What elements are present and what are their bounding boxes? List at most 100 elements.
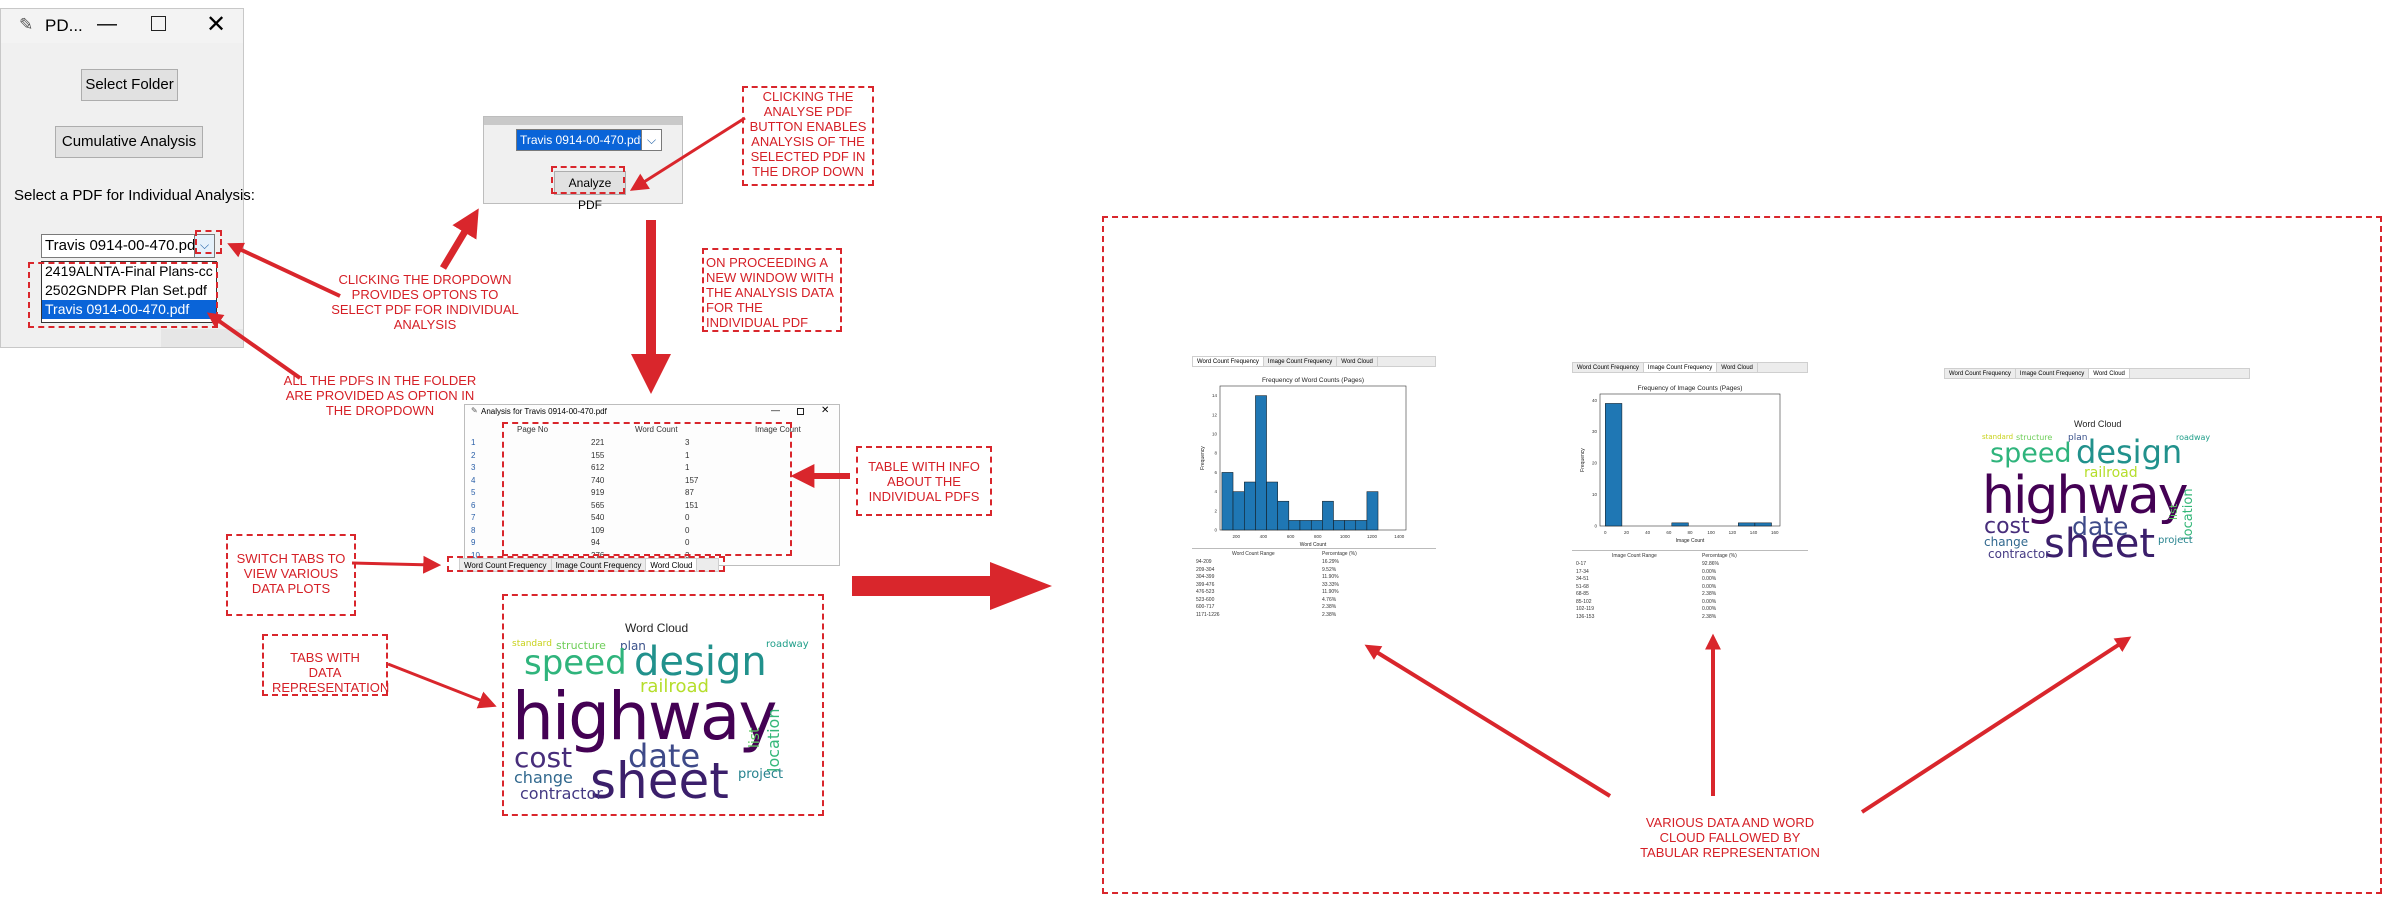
- tab-word-cloud[interactable]: Word Cloud: [1717, 363, 1758, 372]
- table-cell: 94: [591, 538, 600, 547]
- select-folder-button[interactable]: Select Folder: [81, 69, 178, 101]
- maximize-icon[interactable]: [151, 16, 166, 31]
- analysis-window: ✎ Analysis for Travis 0914-00-470.pdf — …: [464, 404, 840, 566]
- table-row: 34-51 0.00%: [1572, 576, 1808, 583]
- chevron-down-icon[interactable]: ⌵: [641, 130, 661, 150]
- table-row[interactable]: 7 540 0: [471, 513, 835, 524]
- table-cell: 2.38%: [1702, 613, 1717, 620]
- popup-pdf-combobox[interactable]: Travis 0914-00-470.pdf ⌵: [516, 129, 662, 151]
- select-pdf-label: Select a PDF for Individual Analysis:: [14, 187, 255, 204]
- table-cell: 16.29%: [1322, 559, 1339, 565]
- table-cell: 92.86%: [1702, 561, 1719, 567]
- tab-word-cloud[interactable]: Word Cloud: [2089, 369, 2130, 378]
- pdf-option-selected[interactable]: Travis 0914-00-470.pdf: [42, 300, 216, 319]
- word-standard: standard: [512, 639, 552, 649]
- y-tick-label: 8: [1214, 451, 1217, 456]
- table-row[interactable]: 8 109 0: [471, 526, 835, 537]
- pdf-option[interactable]: 2419ALNTA-Final Plans-cc: [45, 263, 213, 279]
- analysis-tabs: Word Count Frequency Image Count Frequenc…: [459, 558, 719, 572]
- tab-word-cloud[interactable]: Word Cloud: [1337, 357, 1378, 366]
- tab-image-count-frequency[interactable]: Image Count Frequency: [1264, 357, 1338, 366]
- word-change: contractor: [1988, 547, 2051, 560]
- arrow-to-popup: [439, 208, 479, 270]
- word-count-range-table: Word Count Range Percentage (%) 94-209 16.2…: [1192, 548, 1436, 625]
- x-axis-label: Image Count: [1676, 538, 1705, 544]
- table-cell: 476-523: [1196, 589, 1215, 595]
- x-tick-label: 120: [1729, 530, 1737, 535]
- histogram-bar: [1266, 481, 1278, 531]
- tab-image-count-frequency[interactable]: Image Count Frequency: [552, 559, 647, 571]
- feather-icon: ✎: [19, 15, 34, 34]
- word-railroad: change: [514, 768, 573, 787]
- y-tick-label: 10: [1212, 432, 1218, 437]
- x-tick-label: 1400: [1394, 534, 1405, 539]
- table-row[interactable]: 1 221 3: [471, 438, 835, 449]
- table-cell: 600-717: [1196, 604, 1215, 610]
- image-count-histogram: Frequency of Image Counts (Pages) Image C…: [1580, 385, 1781, 544]
- word-sheet: sheet: [2044, 521, 2156, 560]
- plot-frame: [1599, 393, 1781, 527]
- maximize-icon[interactable]: [797, 408, 804, 415]
- table-cell: 0.00%: [1702, 583, 1717, 590]
- y-tick-label: 40: [1592, 398, 1598, 403]
- close-icon[interactable]: ✕: [821, 405, 830, 416]
- tab-image-count-frequency[interactable]: Image Count Frequency: [2016, 369, 2090, 378]
- table-row[interactable]: 5 919 87: [471, 488, 835, 499]
- x-tick-label: 20: [1624, 530, 1630, 535]
- tab-word-count-frequency[interactable]: Word Count Frequency: [1945, 369, 2016, 378]
- table-row[interactable]: 3 612 1: [471, 463, 835, 474]
- histogram-bar: [1232, 491, 1245, 531]
- image-count-panel: Word Count Frequency Image Count Frequenc…: [1572, 362, 1808, 621]
- histogram-bar: [1322, 500, 1334, 531]
- table-cell: 1: [471, 438, 476, 447]
- y-tick-label: 10: [1592, 492, 1598, 497]
- minimize-icon[interactable]: —: [771, 405, 780, 415]
- table-row: 136-153 2.38%: [1572, 614, 1808, 621]
- tab-word-count-frequency[interactable]: Word Count Frequency: [460, 559, 552, 571]
- table-cell: 0.00%: [1702, 568, 1717, 575]
- table-row[interactable]: 4 740 157: [471, 476, 835, 487]
- tabs-highlight: [447, 556, 725, 572]
- window-background-grid: [161, 329, 243, 347]
- table-cell: 209-304: [1196, 566, 1215, 573]
- table-cell: 33.33%: [1322, 581, 1339, 588]
- minimize-icon[interactable]: —: [97, 13, 117, 35]
- pdf-combobox[interactable]: Travis 0914-00-470.pdf ⌵: [41, 234, 215, 258]
- table-row[interactable]: 6 565 151: [471, 500, 835, 512]
- cumulative-analysis-button[interactable]: Cumulative Analysis: [55, 126, 203, 158]
- table-cell: 6: [471, 500, 476, 510]
- main-window: ✎ PD... — ✕ Select Folder Cumulative Ana…: [0, 8, 255, 348]
- table-cell: 94-209: [1196, 559, 1212, 565]
- table-note: TABLE WITH INFO ABOUT THE INDIVIDUAL PDF…: [868, 459, 980, 504]
- tab-image-count-frequency[interactable]: Image Count Frequency: [1643, 363, 1718, 372]
- arrow-tabs-note: [351, 555, 442, 574]
- table-cell: 0.00%: [1702, 576, 1717, 582]
- feather-icon: ✎: [471, 406, 478, 415]
- table-cell: 565: [591, 500, 605, 510]
- word-speed: speed: [524, 643, 627, 683]
- histogram-bar: [1605, 403, 1623, 527]
- panel3-tabs: Word Count Frequency Image Count Frequenc…: [1944, 368, 2250, 379]
- analyze-note: CLICKING THE ANALYSE PDF BUTTON ENABLES …: [749, 89, 867, 179]
- tab-word-cloud[interactable]: Word Cloud: [646, 559, 698, 571]
- analyze-pdf-button[interactable]: Analyze PDF: [554, 171, 626, 212]
- chevron-down-icon[interactable]: ⌵: [194, 235, 214, 257]
- table-cell: 612: [591, 463, 605, 472]
- histogram-bar: [1355, 520, 1368, 531]
- table-cell: 399-476: [1196, 581, 1215, 588]
- histogram-bar: [1310, 520, 1323, 531]
- tab-word-count-frequency[interactable]: Word Count Frequency: [1193, 357, 1264, 366]
- close-icon[interactable]: ✕: [206, 11, 227, 38]
- table-highlight: [502, 422, 792, 556]
- word-change: contractor: [520, 784, 603, 801]
- table-cell: Image Count Range: [1612, 553, 1657, 559]
- word-cloud-panel: Word Count Frequency Image Count Frequenc…: [1944, 368, 2250, 608]
- histogram-bar: [1299, 520, 1312, 531]
- table-row[interactable]: 2 155 1: [471, 451, 835, 462]
- tab-word-count-frequency[interactable]: Word Count Frequency: [1573, 363, 1644, 372]
- pdf-option[interactable]: 2502GNDPR Plan Set.pdf: [45, 282, 207, 298]
- table-row[interactable]: 9 94 0: [471, 538, 835, 549]
- word-contractor: railroad: [640, 676, 709, 697]
- table-row: 600-717 2.38%: [1192, 604, 1436, 611]
